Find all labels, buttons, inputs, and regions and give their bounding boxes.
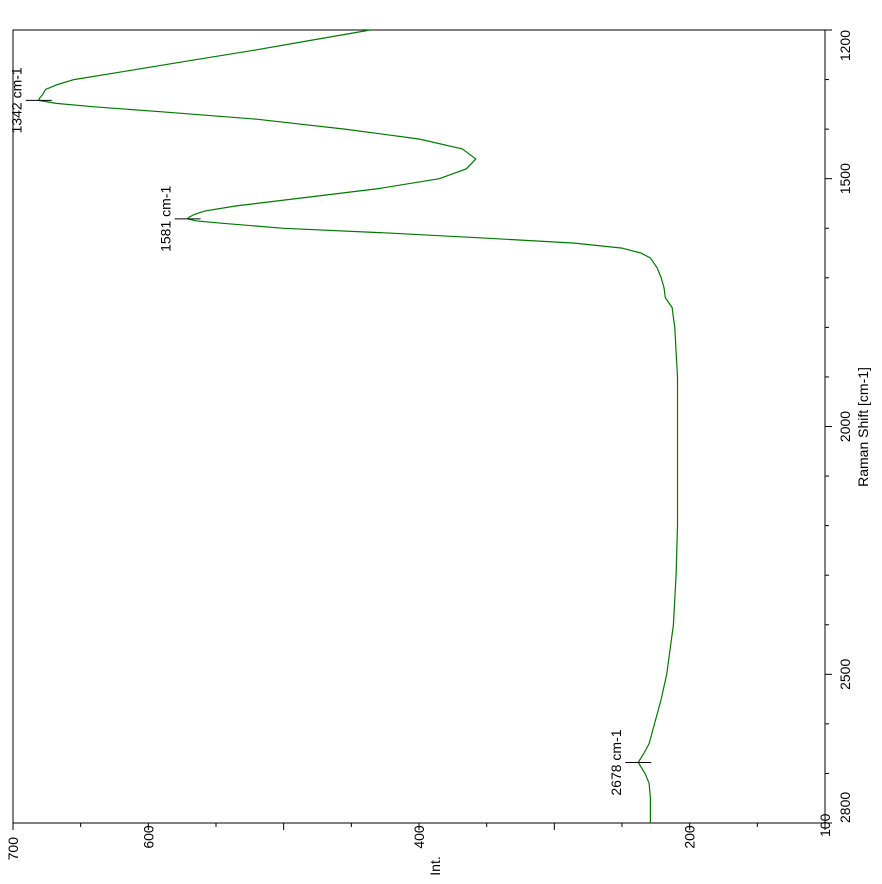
intensity-tick-label: 700 — [5, 837, 21, 861]
raman-shift-tick-label: 2000 — [837, 411, 853, 442]
raman-shift-axis: 1200 1500 2000 2500 2800 — [825, 29, 853, 824]
raman-shift-tick-label: 1200 — [837, 30, 853, 61]
raman-shift-tick-label: 2500 — [837, 659, 853, 690]
peak-label: 1342 cm-1 — [9, 67, 25, 133]
peak-label: 2678 cm-1 — [608, 729, 624, 795]
intensity-tick-label: 400 — [411, 825, 427, 849]
peak-annotations: 1342 cm-1 1581 cm-1 2678 cm-1 — [9, 67, 652, 796]
intensity-tick-label: 600 — [140, 825, 156, 849]
peak-label: 1581 cm-1 — [158, 186, 174, 252]
raman-shift-tick-label: 2800 — [837, 792, 853, 823]
intensity-axis: 100 200 400 600 700 — [5, 813, 833, 860]
intensity-tick-label: 100 — [817, 813, 833, 837]
y-axis-title: Int. — [427, 856, 443, 875]
spectrum-line — [37, 29, 679, 823]
plot-frame — [12, 29, 826, 824]
raman-shift-tick-label: 1500 — [837, 163, 853, 194]
intensity-tick-label: 200 — [682, 825, 698, 849]
x-axis-title: Raman Shift [cm-1] — [855, 367, 871, 487]
